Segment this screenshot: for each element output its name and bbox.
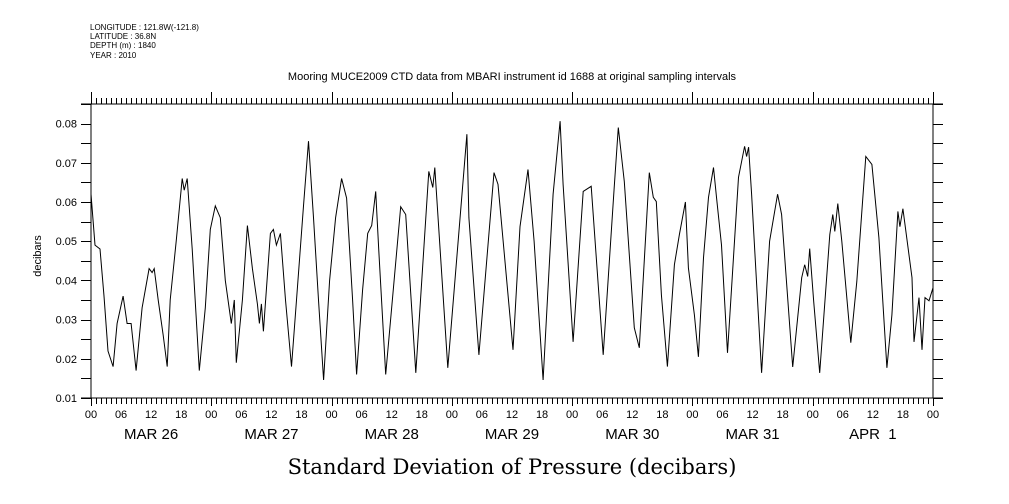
x-tick-label: 18	[656, 409, 668, 421]
y-axis-label: decibars	[32, 235, 44, 277]
x-tick-label: 06	[716, 409, 728, 421]
x-tick-label: 06	[476, 409, 488, 421]
x-tick-label: 18	[416, 409, 428, 421]
x-tick-label: 06	[356, 409, 368, 421]
header-latitude: LATITUDE : 36.8N	[90, 32, 156, 41]
x-tick-label: 00	[927, 409, 939, 421]
header-year: YEAR : 2010	[90, 51, 137, 60]
header-longitude: LONGITUDE : 121.8W(-121.8)	[90, 23, 199, 32]
day-label: APR 1	[849, 426, 897, 443]
x-tick-label: 00	[446, 409, 458, 421]
x-tick-label: 18	[536, 409, 548, 421]
x-tick-label: 12	[626, 409, 638, 421]
x-tick-label: 12	[506, 409, 518, 421]
day-label: MAR 30	[605, 426, 659, 443]
x-tick-label: 12	[746, 409, 758, 421]
x-tick-label: 18	[175, 409, 187, 421]
x-tick-label: 00	[686, 409, 698, 421]
x-tick-label: 00	[205, 409, 217, 421]
x-tick-label: 00	[807, 409, 819, 421]
day-label: MAR 27	[244, 426, 298, 443]
chart-title: Mooring MUCE2009 CTD data from MBARI ins…	[288, 71, 737, 83]
header-depth: DEPTH (m) : 1840	[90, 41, 156, 50]
y-tick-label: 0.05	[56, 236, 77, 248]
day-label: MAR 26	[124, 426, 178, 443]
x-tick-label: 00	[566, 409, 578, 421]
x-tick-label: 00	[325, 409, 337, 421]
x-tick-label: 12	[145, 409, 157, 421]
y-tick-label: 0.02	[56, 354, 77, 366]
x-tick-label: 12	[867, 409, 879, 421]
x-tick-label: 12	[386, 409, 398, 421]
day-label: MAR 28	[365, 426, 419, 443]
y-tick-label: 0.01	[56, 393, 77, 405]
x-tick-label: 06	[837, 409, 849, 421]
x-tick-label: 18	[295, 409, 307, 421]
x-tick-label: 18	[897, 409, 909, 421]
x-tick-label: 06	[596, 409, 608, 421]
y-tick-label: 0.06	[56, 197, 77, 209]
y-tick-label: 0.03	[56, 315, 77, 327]
day-label: MAR 31	[725, 426, 779, 443]
x-tick-label: 06	[115, 409, 127, 421]
data-series	[90, 121, 934, 381]
series-line	[90, 121, 934, 381]
y-tick-label: 0.07	[56, 158, 77, 170]
y-tick-label: 0.08	[56, 119, 77, 131]
day-label: MAR 29	[485, 426, 539, 443]
x-tick-label: 00	[85, 409, 97, 421]
axes: 00 06 12 18 00 06 12 18 00 06 12 18 00 06 12 18 00 06 12 18…	[56, 92, 943, 443]
x-tick-label: 06	[235, 409, 247, 421]
x-tick-label: 18	[777, 409, 789, 421]
x-axis-label: Standard Deviation of Pressure (decibars…	[288, 455, 737, 479]
x-tick-label: 12	[265, 409, 277, 421]
y-tick-label: 0.04	[56, 275, 77, 287]
